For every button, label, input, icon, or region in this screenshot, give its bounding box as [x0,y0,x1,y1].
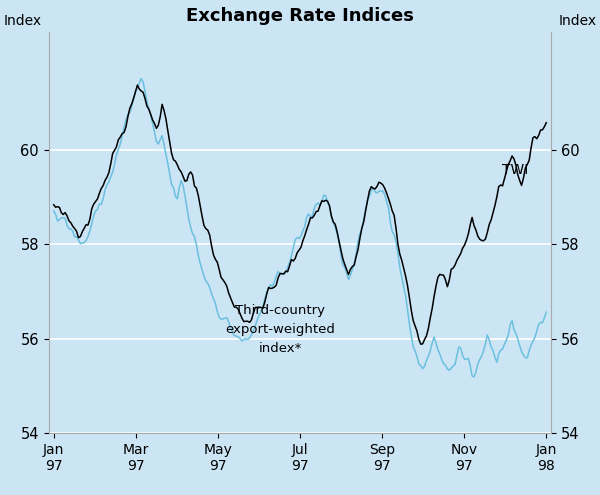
Text: Index: Index [558,14,596,28]
Text: Third-country
export-weighted
index*: Third-country export-weighted index* [226,304,335,355]
Text: TWI: TWI [502,163,528,177]
Title: Exchange Rate Indices: Exchange Rate Indices [186,7,414,25]
Text: Index: Index [4,14,42,28]
